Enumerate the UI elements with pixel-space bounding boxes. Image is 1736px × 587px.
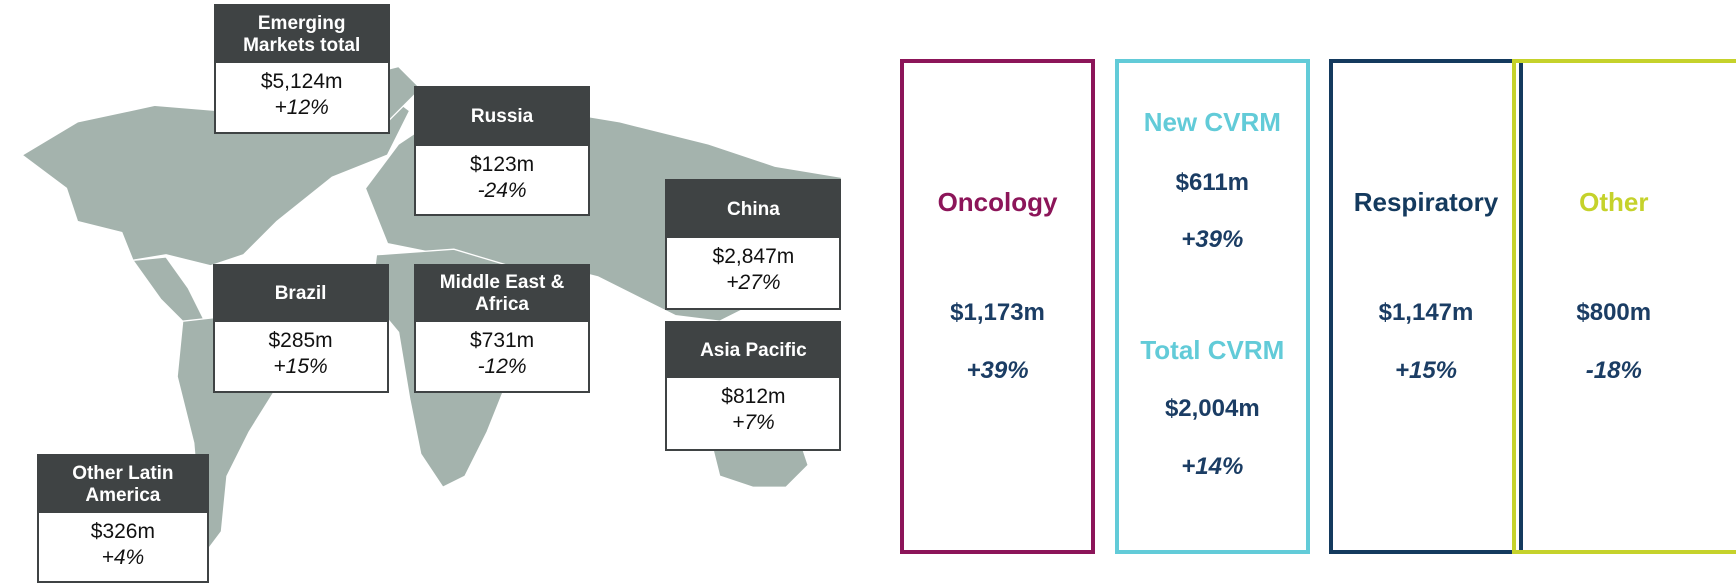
therapy-box: Respiratory $1,147m +15% <box>1328 59 1524 554</box>
therapy-title: Respiratory <box>1353 186 1499 217</box>
region-box: Russia $123m -24% <box>414 86 591 216</box>
region-header: Middle East & Africa <box>416 265 589 322</box>
therapy-change: +14% <box>1181 453 1244 481</box>
region-header: Russia <box>416 88 589 146</box>
therapy-title: New CVRM <box>1143 106 1281 137</box>
region-box: Asia Pacific $812m +7% <box>665 321 842 451</box>
region-name: Other Latin America <box>72 462 174 506</box>
region-change: +4% <box>101 546 145 570</box>
region-box: China $2,847m +27% <box>665 179 842 310</box>
region-value: $326m +4% <box>39 513 208 571</box>
region-change: +12% <box>274 95 329 119</box>
region-amount: $285m <box>268 328 333 352</box>
therapy-change: +39% <box>966 357 1029 384</box>
region-change: -24% <box>477 178 527 202</box>
region-amount: $5,124m <box>260 69 343 93</box>
therapy-value: $1,173m <box>950 299 1045 327</box>
region-change: +15% <box>273 354 328 378</box>
region-change: +7% <box>732 411 775 435</box>
therapy-value: $611m <box>1175 168 1250 196</box>
region-change: +27% <box>726 270 781 294</box>
region-value: $123m -24% <box>416 146 588 204</box>
region-value: $285m +15% <box>215 322 387 380</box>
region-header: Brazil <box>214 265 387 322</box>
therapy-title: Total CVRM <box>1140 334 1285 365</box>
therapy-box: Other $800m -18% <box>1512 59 1736 554</box>
region-box: Emerging Markets total $5,124m +12% <box>213 4 390 134</box>
region-name: Middle East & Africa <box>439 271 565 315</box>
region-value: $812m +7% <box>667 378 839 436</box>
region-box: Middle East & Africa $731m -12% <box>414 263 591 394</box>
region-change: -12% <box>477 354 527 378</box>
region-name: Brazil <box>274 282 327 304</box>
region-value: $2,847m +27% <box>667 238 839 296</box>
region-header: Other Latin America <box>38 455 208 514</box>
region-name: Asia Pacific <box>700 339 807 361</box>
region-box: Other Latin America $326m +4% <box>36 453 210 584</box>
therapy-change: -18% <box>1585 357 1642 384</box>
region-header: China <box>667 181 840 238</box>
region-amount: $2,847m <box>712 244 795 268</box>
region-amount: $731m <box>469 328 535 352</box>
therapy-change: +39% <box>1181 226 1244 254</box>
region-value: $5,124m +12% <box>216 63 388 121</box>
region-box: Brazil $285m +15% <box>212 263 389 394</box>
region-name: China <box>727 198 780 220</box>
therapy-title: Oncology <box>937 186 1058 217</box>
region-header: Asia Pacific <box>667 323 840 379</box>
region-name: Russia <box>470 106 534 128</box>
therapy-box: New CVRM $611m +39% Total CVRM $2,004m +14% <box>1114 59 1310 554</box>
therapy-value: $2,004m <box>1164 394 1260 422</box>
therapy-box: Oncology $1,173m +39% <box>900 59 1095 554</box>
therapy-value: $800m <box>1576 299 1652 327</box>
region-header: Emerging Markets total <box>215 6 388 63</box>
region-amount: $123m <box>469 152 535 176</box>
region-name: Emerging Markets total <box>243 12 361 56</box>
region-value: $731m -12% <box>416 322 588 380</box>
central-america <box>131 256 206 322</box>
region-amount: $326m <box>90 520 155 544</box>
therapy-title: Other <box>1579 186 1649 217</box>
region-amount: $812m <box>721 385 786 409</box>
therapy-value: $1,147m <box>1378 299 1474 327</box>
therapy-change: +15% <box>1394 357 1458 384</box>
